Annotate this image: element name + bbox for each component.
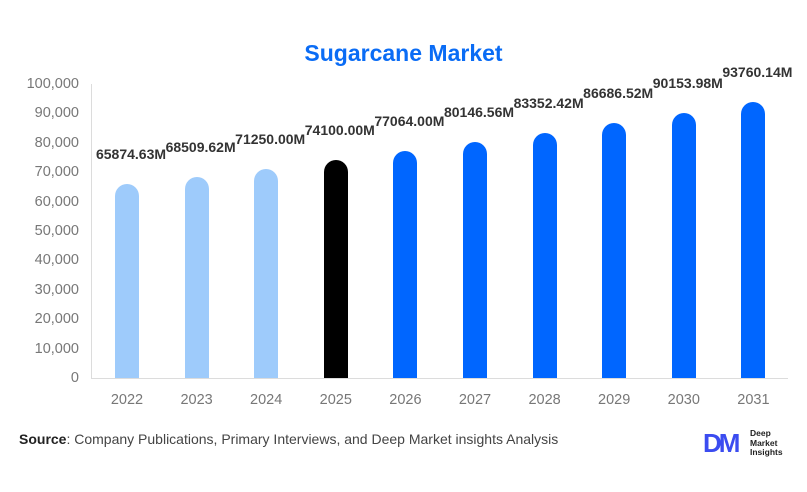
source-label: Source — [19, 431, 67, 447]
x-axis-line — [91, 378, 788, 379]
y-tick-label: 60,000 — [34, 193, 79, 210]
bar-2026 — [393, 151, 418, 378]
bar-2027 — [463, 142, 487, 378]
y-tick-label: 100,000 — [26, 76, 79, 92]
x-tick-label: 2023 — [180, 392, 213, 408]
y-tick-label: 80,000 — [34, 134, 79, 151]
x-tick-label: 2027 — [458, 392, 492, 408]
value-label: 74100.00M — [304, 122, 375, 139]
logo-text: Deep Market Insights — [750, 428, 783, 458]
bar-2022 — [115, 184, 139, 378]
source-note: Source: Company Publications, Primary In… — [19, 431, 558, 447]
y-tick-label: 30,000 — [34, 281, 79, 298]
x-tick-label: 2029 — [598, 392, 631, 408]
y-tick-label: 40,000 — [34, 252, 79, 269]
bar-2030 — [671, 112, 696, 378]
y-tick-label: 50,000 — [34, 223, 79, 239]
y-tick-label: 20,000 — [34, 311, 79, 328]
x-tick-label: 2030 — [667, 392, 700, 408]
y-tick-label: 10,000 — [34, 340, 79, 357]
value-label: 80146.56M — [443, 104, 515, 121]
value-label: 65874.63M — [95, 146, 167, 163]
value-label: 68509.62M — [165, 138, 236, 155]
bar-2025 — [323, 160, 348, 378]
y-tick-label: 0 — [70, 370, 79, 386]
bar-2029 — [602, 123, 627, 378]
x-tick-label: 2026 — [389, 392, 422, 408]
chart-title: Sugarcane Market — [304, 40, 503, 66]
source-text: : Company Publications, Primary Intervie… — [66, 431, 559, 447]
bar-2031 — [741, 102, 766, 378]
logo-mark: DM — [703, 428, 740, 458]
company-logo: DM Deep Market Insights — [703, 428, 793, 458]
x-tick-label: 2025 — [319, 392, 352, 408]
value-label: 86686.52M — [583, 85, 654, 102]
value-label: 77064.00M — [374, 113, 445, 130]
value-label: 71250.00M — [235, 130, 306, 147]
logo-line-1: Deep — [750, 428, 771, 438]
value-label: 83352.42M — [513, 94, 584, 111]
y-tick-label: 90,000 — [34, 105, 79, 122]
logo-line-2: Market — [750, 437, 778, 448]
value-label: 90153.98M — [652, 74, 723, 91]
logo-line-3: Insights — [750, 447, 783, 457]
x-tick-label: 2031 — [737, 392, 770, 408]
bar-2024 — [254, 168, 279, 378]
bar-2023 — [184, 176, 209, 378]
x-tick-label: 2022 — [110, 392, 144, 408]
value-label: 93760.14M — [722, 64, 793, 81]
bar-2028 — [532, 132, 557, 378]
bar-chart: 0 10,000 20,000 30,000 40,000 50,000 60,000 70,… — [26, 64, 793, 408]
y-tick-label: 70,000 — [34, 164, 79, 181]
y-axis-line — [91, 84, 92, 379]
x-tick-label: 2028 — [528, 392, 561, 408]
x-tick-label: 2024 — [250, 392, 283, 408]
